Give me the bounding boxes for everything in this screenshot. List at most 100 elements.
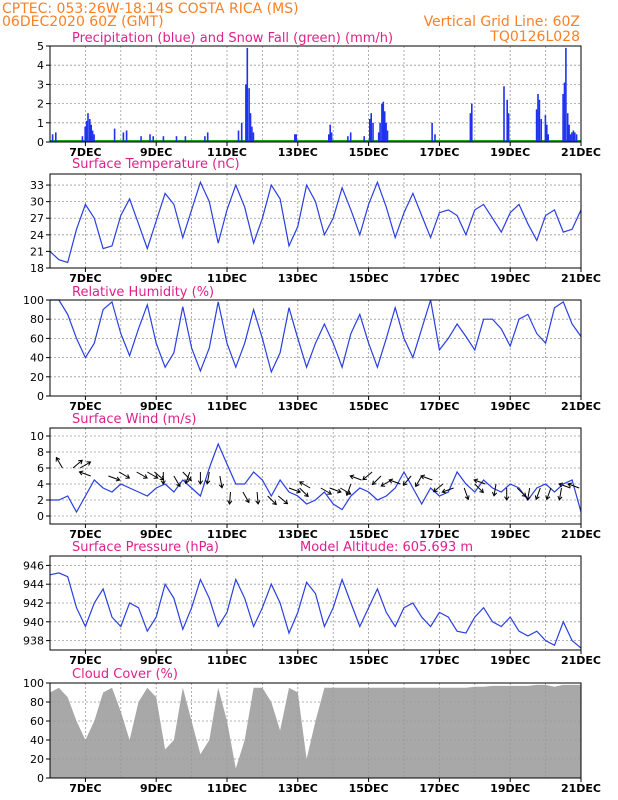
precip-bar [245,84,247,142]
y-tick-label: 2 [37,98,44,111]
precip-bar [328,134,330,142]
precip-bar [383,111,386,142]
y-tick-label: 20 [30,371,44,384]
x-tick-label: 11DEC [207,400,247,413]
x-tick-label: 9DEC [140,654,172,667]
temperature-panel: Surface Temperature (nC) 18 21 24 27 30 33 7DEC… [30,157,601,285]
wind-vector [534,487,541,501]
precip-bar [562,94,564,142]
precip-bar [538,99,541,142]
precip-bar [248,88,250,142]
y-tick-label: 100 [23,677,44,690]
wind-vector [402,475,412,486]
y-tick-label: 30 [30,196,44,209]
wind-vector [525,487,531,501]
wind-vector [420,474,433,481]
y-tick-label: 4 [37,59,44,72]
wind-vector [432,483,444,493]
wind-vector [463,487,470,501]
wind-vector [184,471,191,485]
pressure-title: Surface Pressure (hPa) [72,540,219,555]
y-tick-label: 40 [30,734,44,747]
wind-vector [504,488,510,501]
x-tick-label: 19DEC [490,272,530,285]
precip-bar [89,119,91,142]
wind-vector [182,471,192,482]
wind-vector [545,487,552,501]
panels: Precipitation (blue) and Snow Fall (gree… [23,31,601,795]
x-tick-label: 13DEC [278,400,318,413]
x-tick-label: 11DEC [207,146,247,159]
precip-bar [379,122,381,142]
precip-bar [431,122,433,142]
y-tick-label: 27 [30,212,44,225]
x-tick-label: 7DEC [69,272,101,285]
cloud-panel: Cloud Cover (%) 0 20 40 60 80 100 7DEC 9DEC 11DEC… [23,667,601,795]
pressure-panel: Surface Pressure (hPa) Model Altitude: 60… [23,540,601,667]
precip-bar [572,130,575,142]
temperature-title: Surface Temperature (nC) [72,157,240,172]
precip-bar [571,132,573,142]
wind-vector [320,487,333,495]
precip-bar [251,126,253,142]
wind-vector [267,495,277,506]
precip-bar [471,103,473,142]
wind-vector [277,495,289,505]
wind-vector [242,491,250,504]
precip-bar [295,134,297,142]
x-tick-label: 19DEC [490,528,530,541]
precip-bar [140,136,142,142]
humidity-title: Relative Humidity (%) [72,285,214,300]
precip-bar [162,136,165,142]
x-tick-label: 15DEC [349,146,389,159]
precip-bar [566,113,569,142]
precip-bar [569,134,572,142]
wind-vector [474,483,484,494]
precip-bar [87,113,89,142]
wind-vector [388,478,401,485]
x-tick-label: 19DEC [490,782,530,795]
precip-bar [184,136,187,142]
y-tick-label: 0 [37,136,44,149]
x-tick-label: 13DEC [278,272,318,285]
precip-bar [125,130,128,142]
x-tick-label: 19DEC [490,400,530,413]
precip-bar [563,82,566,142]
wind-vector [197,472,204,485]
temperature-line [49,180,582,264]
y-tick-label: 18 [30,262,44,275]
precip-bar [122,132,125,142]
precip-bar [237,130,240,142]
precip-bar [330,132,333,142]
precip-bar [507,113,510,142]
humidity-frame [49,299,582,397]
x-tick-label: 13DEC [278,782,318,795]
wind-vector [298,481,311,489]
precip-bar [240,122,243,142]
y-tick-label: 0 [37,390,44,403]
x-tick-label: 17DEC [419,146,459,159]
y-tick-label: 4 [37,478,44,491]
precip-bar [434,134,436,142]
precip-bar [574,132,576,142]
x-tick-label: 9DEC [140,146,172,159]
header: CPTEC: 053:26W-18:14S COSTA RICA (MS) 06… [2,1,580,45]
precip-bar [540,119,542,142]
wind-vector [255,491,261,505]
wind-vector [136,471,148,479]
x-tick-label: 11DEC [207,528,247,541]
pressure-line [49,572,582,649]
precip-bar [565,47,567,142]
y-tick-label: 946 [23,559,44,572]
x-tick-label: 11DEC [207,654,247,667]
cloud-area [50,684,581,778]
x-tick-label: 9DEC [140,272,172,285]
wind-vector [288,487,302,494]
x-tick-label: 15DEC [349,782,389,795]
y-tick-label: 1 [37,117,44,130]
x-tick-label: 13DEC [278,146,318,159]
y-tick-label: 938 [23,635,44,648]
wind-vector [118,471,131,479]
x-tick-label: 17DEC [419,272,459,285]
wind-title: Surface Wind (m/s) [72,412,196,427]
